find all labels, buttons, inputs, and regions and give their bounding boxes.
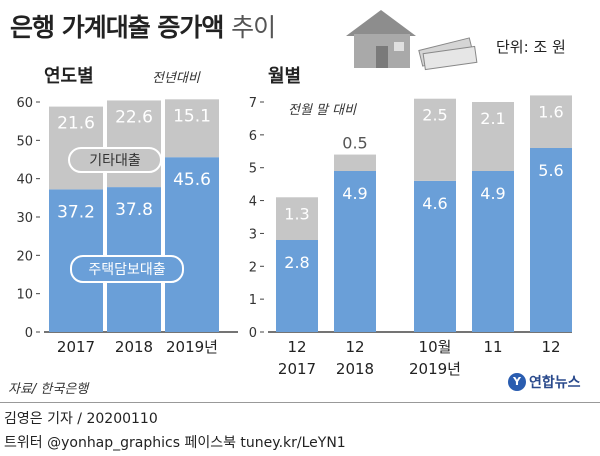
- series-label-housing: 주택담보대출: [88, 262, 165, 278]
- bar-value-other: 21.6: [57, 114, 95, 134]
- source-note: 자료/ 한국은행: [8, 382, 89, 397]
- bar-value-housing: 45.6: [173, 170, 211, 190]
- series-label-other-pill: [68, 147, 162, 173]
- y-axis-tick-label: 4: [249, 195, 257, 210]
- y-axis-tick-label: 5: [249, 162, 257, 177]
- y-axis-tick-label: 10: [16, 288, 33, 303]
- bar-value-housing: 4.9: [342, 184, 367, 203]
- y-axis-tick-label: 0: [25, 326, 33, 341]
- title-sub: 추이: [231, 13, 276, 42]
- bar-other-loan: [472, 102, 514, 171]
- x-axis-category-label: 2018: [115, 338, 153, 356]
- social-links: 트위터 @yonhap_graphics 페이스북 tuney.kr/LeYN1: [4, 435, 346, 451]
- x-axis-category-label: 2017: [278, 360, 316, 378]
- y-axis-tick-label: 60: [16, 96, 33, 111]
- bar-value-other: 1.3: [284, 204, 309, 223]
- title-main: 은행 가계대출 증가액: [10, 13, 224, 42]
- bar-other-loan: [414, 98, 456, 181]
- bar-housing-loan: [165, 157, 219, 332]
- y-axis-tick-label: 0: [249, 326, 257, 341]
- bar-value-housing: 4.9: [480, 184, 505, 203]
- x-axis-category-label: 2017: [57, 338, 95, 356]
- y-axis-tick-label: 1: [249, 293, 257, 308]
- x-axis-category-label: 10월: [419, 338, 452, 356]
- x-axis-category-label: 12: [541, 338, 560, 356]
- x-axis-category-label: 12: [287, 338, 306, 356]
- y-axis-tick-label: 30: [16, 211, 33, 226]
- bar-value-other: 1.6: [538, 102, 563, 121]
- x-axis-category-label: 2019년: [409, 360, 461, 378]
- bar-housing-loan: [530, 148, 572, 332]
- annual-chart: 연도별 전년대비 0 10 20 30 40 50 60 37.2 21.6 2017 37.8 22…: [16, 66, 238, 356]
- y-axis-tick-label: 20: [16, 249, 33, 264]
- x-axis-category-label: 2018: [336, 360, 374, 378]
- y-axis-tick-label: 50: [16, 134, 33, 149]
- bar-value-other: 15.1: [173, 106, 211, 126]
- bar-value-housing: 37.8: [115, 200, 153, 220]
- monthly-chart-title: 월별: [268, 66, 301, 87]
- bar-value-other: 22.6: [115, 107, 153, 127]
- bar-value-other: 2.5: [422, 106, 447, 125]
- bar-value-housing: 4.6: [422, 194, 447, 213]
- bar-value-housing: 2.8: [284, 253, 309, 272]
- reporter-credit: 김영은 기자 / 20200110: [4, 411, 158, 427]
- x-axis-category-label: 12: [345, 338, 364, 356]
- y-axis-tick-label: 2: [249, 260, 257, 275]
- bar-value-other: 0.5: [342, 134, 367, 153]
- yonhap-logo: Y 연합뉴스: [508, 372, 581, 392]
- unit-label: 단위: 조 원: [496, 38, 566, 56]
- y-axis-tick-label: 40: [16, 173, 33, 188]
- bar-value-housing: 5.6: [538, 161, 563, 180]
- bar-housing-loan: [414, 180, 456, 332]
- house-money-icon: [346, 10, 478, 71]
- series-label-other: 기타대출: [89, 153, 141, 169]
- bar-other-loan: [334, 154, 376, 171]
- bar-other-loan: [165, 99, 219, 158]
- bar-housing-loan: [334, 171, 376, 332]
- bar-housing-loan: [276, 240, 318, 332]
- yonhap-logo-icon: Y: [508, 373, 526, 391]
- y-axis-tick-label: 7: [249, 96, 257, 111]
- logo-text: 연합뉴스: [529, 375, 581, 391]
- bar-value-housing: 37.2: [57, 202, 95, 222]
- x-axis-category-label: 2019년: [166, 338, 218, 356]
- bar-housing-loan: [472, 171, 514, 332]
- annual-chart-subtitle: 전년대비: [152, 71, 201, 86]
- annual-chart-title: 연도별: [44, 66, 94, 87]
- y-axis-tick-label: 3: [249, 227, 257, 242]
- page-title: 은행 가계대출 증가액 추이: [10, 8, 276, 44]
- y-axis-tick-label: 6: [249, 129, 257, 144]
- monthly-chart-subtitle: 전월 말 대비: [288, 103, 357, 118]
- footer-divider: [0, 402, 600, 403]
- x-axis-category-label: 11: [483, 338, 502, 356]
- bar-value-other: 2.1: [480, 109, 505, 128]
- series-label-housing-pill: [70, 255, 184, 283]
- bar-chart: 연도별 전년대비 010203040506037.221.6201737.822…: [16, 66, 572, 378]
- monthly-chart: 월별 전월 말 대비 012345672.81.31220174.90.5122…: [249, 66, 572, 378]
- bar-other-loan: [276, 197, 318, 240]
- bar-other-loan: [530, 95, 572, 148]
